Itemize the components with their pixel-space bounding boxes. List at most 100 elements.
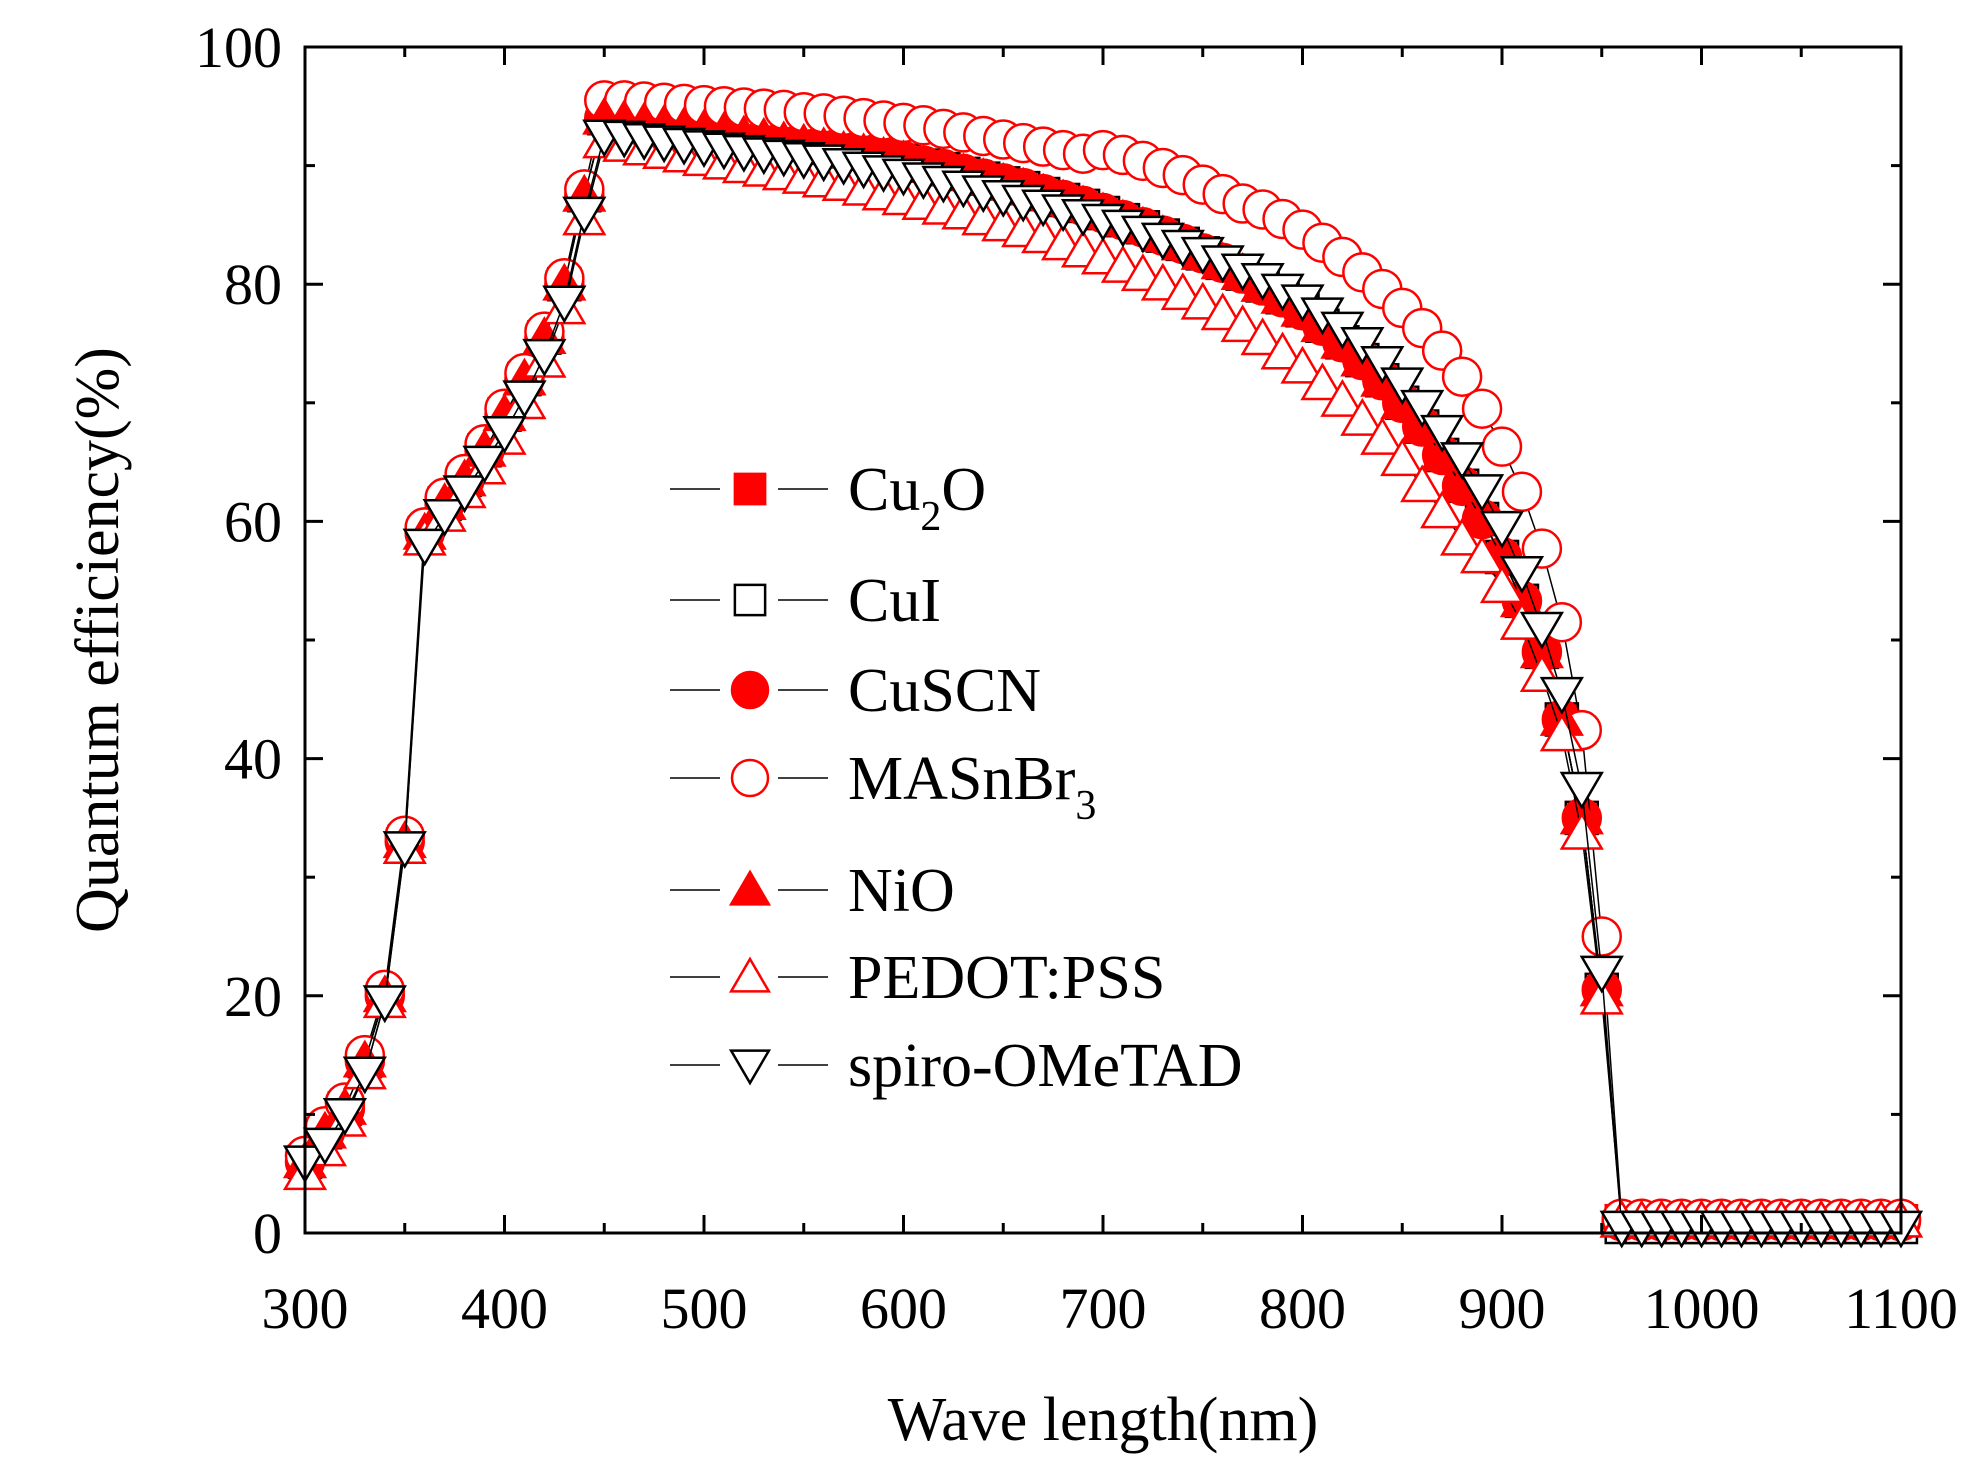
legend-marker-cu2o [733,472,767,506]
legend-marker-spiro [728,1049,772,1086]
x-tick-label: 1100 [1844,1276,1958,1341]
legend-label-spiro: spiro-OMeTAD [848,1032,1243,1100]
legend-label-masnbr3: MASnBr3 [848,745,1096,829]
data-point-spiro [1340,327,1385,365]
data-point-pedot [1380,438,1425,477]
data-point-spiro [1499,555,1545,594]
data-point-pedot [1559,811,1604,850]
data-point-pedot [1400,464,1445,503]
data-point-spiro [442,475,487,514]
x-tick-label: 500 [661,1276,748,1341]
data-point-pedot [1220,304,1265,343]
legend-label-cu2o: Cu2O [848,456,986,540]
legend-marker-pedot [728,956,772,993]
axes: 300 400 500 600 700 800 900 1000 1100 0 20 40 60 80 10… [195,15,1958,1341]
data-point-spiro [562,196,607,235]
data-point-spiro [1519,611,1565,650]
legend-label-subscript: 2 [920,494,941,540]
y-tick-label: 40 [224,727,282,792]
data-point-pedot [1360,416,1405,455]
data-point-spiro [302,1127,348,1166]
legend-label-nio: NiO [848,857,955,925]
data-point-masnbr3 [1461,388,1503,429]
y-tick-label: 100 [195,15,282,80]
legend-item-nio: NiO [670,857,955,925]
legend-label-main: CuI [848,567,941,635]
y-tick-label: 80 [224,252,282,317]
x-tick-label: 800 [1259,1276,1346,1341]
data-point-pedot [1579,976,1624,1015]
y-tick-label: 60 [224,489,282,554]
data-point-pedot [1340,397,1385,436]
legend-label-pedot: PEDOT:PSS [848,944,1165,1012]
data-point-spiro [362,985,407,1024]
legend-marker-masnbr3 [730,758,770,798]
y-axis-label: Quantum efficiency(%) [64,347,132,933]
legend-label-cui: CuI [848,567,941,635]
data-point-pedot [1479,565,1525,604]
data-point-spiro [482,416,527,454]
x-tick-label: 900 [1459,1276,1546,1341]
legend-item-cu2o: Cu2O [670,456,986,540]
data-point-spiro [422,499,467,537]
data-point-spiro [1579,955,1624,994]
legend-marker-cui [733,583,767,617]
legend: Cu2OCuICuSCNMASnBr3NiOPEDOT:PSSspiro-OMe… [670,456,1243,1100]
data-point-pedot [1280,345,1325,384]
x-tick-label: 1000 [1644,1276,1760,1341]
data-point-pedot [1260,331,1305,370]
data-point-spiro [1400,389,1445,428]
legend-marker-nio [728,869,772,906]
x-tick-label: 600 [860,1276,947,1341]
data-point-spiro [402,528,447,567]
data-point-pedot [1300,362,1345,401]
plot-marks [282,80,1924,1249]
data-point-spiro [1439,442,1485,481]
legend-label-subscript: 3 [1075,783,1096,829]
data-point-pedot [1240,317,1285,356]
legend-label-main: CuSCN [848,657,1041,725]
data-point-spiro [502,380,547,419]
legend-item-cuscn: CuSCN [670,657,1041,725]
data-point-masnbr3 [1581,916,1622,957]
data-point-spiro [1459,474,1505,513]
legend-label-rest: O [941,456,986,524]
legend-item-cui: CuI [670,567,941,635]
data-point-spiro [522,338,567,377]
data-point-spiro [1420,414,1465,453]
data-point-pedot [1320,378,1365,417]
data-point-spiro [1360,346,1405,384]
legend-label-main: NiO [848,857,955,925]
data-point-spiro [462,445,507,484]
x-axis-label: Wave length(nm) [888,1386,1319,1454]
legend-label-cuscn: CuSCN [848,657,1041,725]
legend-marker-cuscn [730,670,770,710]
data-point-spiro [542,285,587,324]
data-point-spiro [342,1056,387,1095]
data-point-masnbr3 [1501,471,1543,512]
y-tick-label: 0 [253,1201,282,1266]
data-point-spiro [1479,510,1525,549]
data-point-pedot [1459,535,1505,574]
x-tick-label: 400 [461,1276,548,1341]
legend-label-main: MASnBr [848,745,1076,813]
legend-item-spiro: spiro-OMeTAD [670,1032,1243,1100]
data-point-masnbr3 [1481,426,1523,467]
legend-item-masnbr3: MASnBr3 [670,745,1096,829]
data-point-pedot [1420,490,1465,529]
legend-label-main: spiro-OMeTAD [848,1032,1243,1100]
data-point-spiro [1380,367,1425,406]
legend-label-main: Cu [848,456,920,524]
x-tick-label: 700 [1060,1276,1147,1341]
data-point-spiro [1539,676,1584,715]
data-point-pedot [1439,517,1485,556]
data-point-spiro [382,831,427,870]
data-point-masnbr3 [1441,356,1483,397]
data-point-spiro [322,1097,368,1136]
data-point-pedot [1200,292,1245,331]
legend-item-pedot: PEDOT:PSS [670,944,1165,1012]
legend-label-main: PEDOT:PSS [848,944,1165,1012]
data-point-spiro [1559,771,1604,810]
y-tick-label: 20 [224,964,282,1029]
